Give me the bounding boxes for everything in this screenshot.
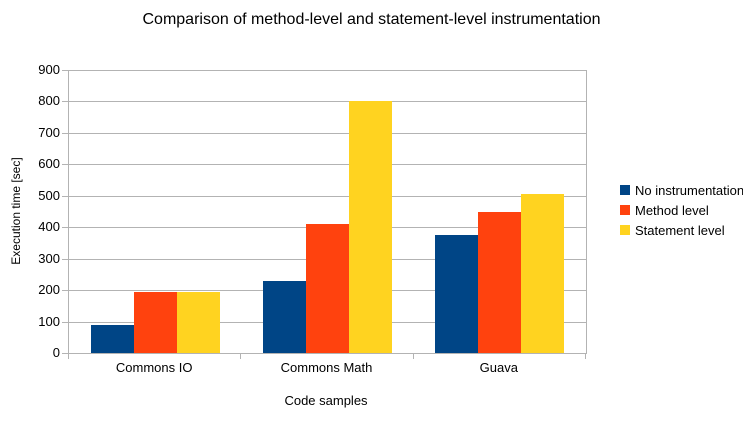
- x-tick-mark-2: [412, 354, 414, 359]
- legend: No instrumentation Method level Statement …: [620, 180, 743, 240]
- chart-title: Comparison of method-level and statement…: [142, 11, 601, 28]
- gridline-500: [69, 195, 586, 197]
- gridline-800: [69, 101, 586, 103]
- legend-label-method-level: Method level: [635, 202, 709, 218]
- y-tick-label-0: 0: [52, 345, 60, 360]
- legend-swatch-statement-level: [620, 225, 630, 235]
- y-tick-mark-200: [62, 290, 68, 292]
- y-tick-label-600: 600: [38, 156, 60, 172]
- bar-no-instrumentation-commons-io: [90, 324, 134, 353]
- legend-swatch-method-level: [620, 205, 630, 215]
- x-tick-mark-1: [240, 354, 242, 359]
- y-tick-mark-900: [62, 70, 68, 71]
- y-tick-mark-500: [62, 195, 68, 197]
- y-tick-mark-700: [62, 132, 68, 134]
- legend-item-method-level: Method level: [620, 200, 743, 220]
- legend-label-no-instrumentation: No instrumentation: [635, 182, 743, 198]
- legend-item-no-instrumentation: No instrumentation: [620, 180, 743, 200]
- bar-method-level-commons-math: [306, 224, 349, 353]
- gridline-600: [69, 164, 586, 166]
- y-tick-label-500: 500: [38, 187, 60, 203]
- legend-swatch-no-instrumentation: [620, 185, 630, 195]
- bar-no-instrumentation-commons-math: [263, 280, 306, 353]
- y-tick-label-700: 700: [38, 124, 60, 140]
- x-tick-label-commons-io: Commons IO: [115, 360, 193, 375]
- x-tick-mark-0: [68, 354, 69, 359]
- y-tick-mark-400: [62, 227, 68, 229]
- y-tick-mark-300: [62, 258, 68, 260]
- y-tick-mark-800: [62, 101, 68, 103]
- y-axis-title: Execution time [sec]: [9, 157, 23, 265]
- y-tick-label-100: 100: [38, 313, 60, 329]
- gridline-700: [69, 132, 586, 134]
- legend-label-statement-level: Statement level: [635, 222, 725, 238]
- plot-area: [68, 70, 587, 354]
- x-tick-mark-3: [585, 354, 586, 359]
- y-tick-label-200: 200: [38, 282, 60, 298]
- bar-statement-level-commons-io: [176, 291, 220, 353]
- legend-item-statement-level: Statement level: [620, 220, 743, 240]
- y-tick-label-900: 900: [38, 62, 60, 77]
- bar-no-instrumentation-guava: [435, 235, 479, 353]
- y-tick-label-400: 400: [38, 219, 60, 235]
- x-tick-label-commons-math: Commons Math: [280, 360, 373, 375]
- gridline-900: [69, 70, 586, 71]
- x-axis-title: Code samples: [284, 393, 368, 408]
- y-tick-label-800: 800: [38, 93, 60, 109]
- y-tick-mark-600: [62, 164, 68, 166]
- bar-statement-level-commons-math: [349, 101, 392, 353]
- y-tick-label-300: 300: [38, 250, 60, 266]
- x-tick-label-guava: Guava: [479, 360, 518, 375]
- y-tick-mark-100: [62, 321, 68, 323]
- bar-method-level-guava: [478, 211, 522, 353]
- bar-method-level-commons-io: [133, 291, 177, 353]
- bar-statement-level-guava: [521, 194, 565, 353]
- y-tick-mark-0: [62, 353, 68, 354]
